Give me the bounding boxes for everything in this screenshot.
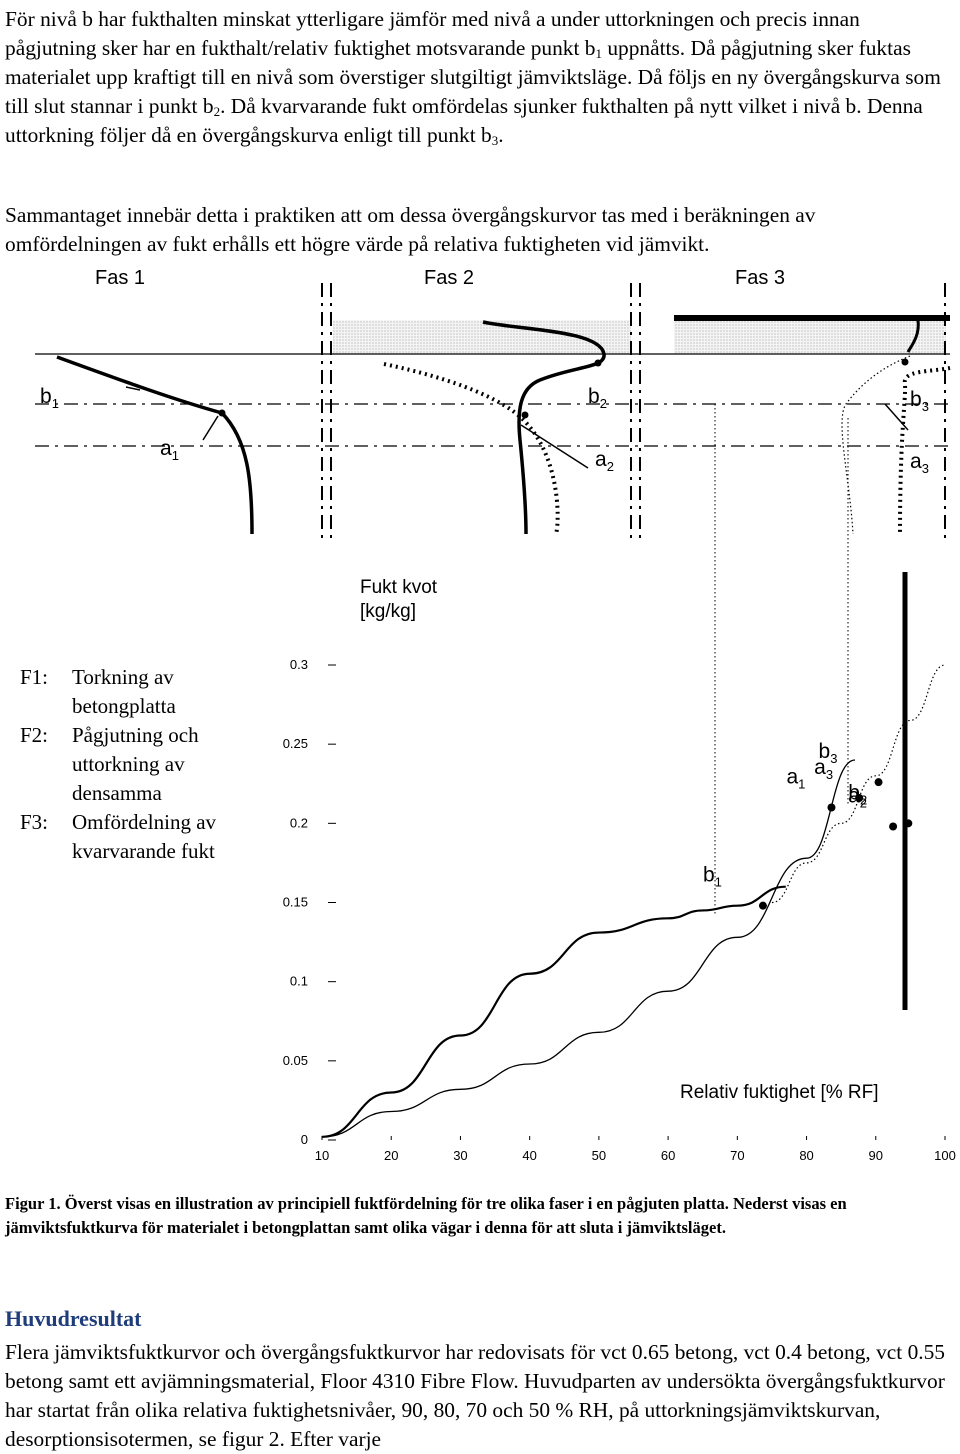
x-ticks: 10 20 30 40 50 60 70 80 90 100 xyxy=(315,1136,956,1163)
y-tick-label: 0 xyxy=(301,1132,308,1147)
subscript: 3 xyxy=(491,133,499,148)
legend-code: F2: xyxy=(20,723,48,747)
data-point xyxy=(758,901,767,910)
point-label-b3: b3 xyxy=(910,388,929,414)
section-title: Huvudresultat xyxy=(5,1306,142,1331)
chart-series xyxy=(321,664,946,1138)
section-text: Flera jämviktsfuktkurvor och övergångsfu… xyxy=(5,1340,945,1451)
x-tick-label: 60 xyxy=(661,1148,675,1163)
topping-layer xyxy=(674,320,946,354)
x-tick-label: 40 xyxy=(522,1148,536,1163)
marker-label: a2 xyxy=(848,785,867,811)
x-tick-label: 100 xyxy=(934,1148,956,1163)
text-run: uppnåtts. Då pågjutning sker fuktas mate… xyxy=(5,36,941,118)
y-ticks: 0 0.05 0.1 0.15 0.2 0.25 0.3 xyxy=(283,657,336,1147)
legend-line: Torkning av xyxy=(72,665,174,689)
legend-line: kvarvarande fukt xyxy=(72,839,215,863)
legend-code: F1: xyxy=(20,665,48,689)
data-point xyxy=(855,794,864,802)
label-leader xyxy=(125,386,141,391)
y-axis-label: [kg/kg] xyxy=(360,601,416,622)
marker-label: b2 xyxy=(848,781,867,807)
series-line xyxy=(321,759,856,1138)
phase-illustration: Fas 1 Fas 2 Fas 3 b1 a1 b2 a2 xyxy=(35,267,951,540)
x-tick-label: 20 xyxy=(384,1148,398,1163)
point-label-a3: a3 xyxy=(910,450,929,476)
series-line xyxy=(771,664,946,904)
y-tick-label: 0.1 xyxy=(290,974,308,989)
x-axis-label: Relativ fuktighet [% RF] xyxy=(680,1082,879,1103)
x-tick-label: 10 xyxy=(315,1148,329,1163)
data-point xyxy=(874,778,883,787)
point-label-a1: a1 xyxy=(160,437,179,463)
data-point xyxy=(827,803,836,812)
y-tick-label: 0.15 xyxy=(283,895,308,910)
legend-line: betongplatta xyxy=(72,694,176,718)
x-tick-label: 90 xyxy=(869,1148,883,1163)
sorption-chart: Fukt kvot [kg/kg] Relativ fuktighet [% R… xyxy=(283,572,956,1163)
point-marker xyxy=(901,358,909,366)
subscript: 2 xyxy=(213,104,221,119)
point-label-a2: a2 xyxy=(595,448,614,474)
marker-label: b3 xyxy=(819,740,838,766)
summary-paragraph: Sammantaget innebär detta i praktiken at… xyxy=(5,203,816,256)
data-point xyxy=(889,822,898,831)
y-tick-label: 0.25 xyxy=(283,736,308,751)
marker-label: a1 xyxy=(786,766,805,792)
legend-line: Omfördelning av xyxy=(72,810,217,834)
y-tick-label: 0.3 xyxy=(290,657,308,672)
x-tick-label: 70 xyxy=(730,1148,744,1163)
text-run: . Då kvarvarande fukt omfördelas sjunker… xyxy=(5,94,923,147)
moisture-profile-fas3-fresh xyxy=(898,366,951,535)
point-marker xyxy=(218,409,226,417)
y-tick-label: 0.2 xyxy=(290,815,308,830)
text-run: För nivå b har fukthalten minskat ytterl… xyxy=(5,7,860,60)
phase-title: Fas 3 xyxy=(735,267,785,289)
label-leader xyxy=(520,424,589,469)
phase-title: Fas 2 xyxy=(424,267,474,289)
x-tick-label: 30 xyxy=(453,1148,467,1163)
marker-label: b1 xyxy=(703,864,722,890)
moisture-profile-fas2-initial xyxy=(383,362,560,535)
label-leader xyxy=(202,415,219,441)
intro-paragraph: För nivå b har fukthalten minskat ytterl… xyxy=(5,5,955,150)
point-label-b1: b1 xyxy=(40,385,59,411)
point-label-b2: b2 xyxy=(588,385,607,411)
point-marker xyxy=(521,411,529,419)
figure-caption: Figur 1. Överst visas en illustration av… xyxy=(5,1194,847,1237)
text-run: . xyxy=(498,123,504,147)
moisture-profile-fas3-final xyxy=(906,319,920,353)
label-leader xyxy=(884,403,909,431)
legend-line: densamma xyxy=(72,781,162,805)
marker-label: a3 xyxy=(814,756,833,782)
data-point xyxy=(904,819,913,828)
series-line xyxy=(321,885,786,1138)
y-axis-label: Fukt kvot xyxy=(360,577,438,598)
point-marker xyxy=(594,359,602,367)
subscript: 1 xyxy=(595,46,602,61)
legend-line: Pågjutning och xyxy=(72,723,199,747)
phase-title: Fas 1 xyxy=(95,267,145,289)
x-tick-label: 50 xyxy=(592,1148,606,1163)
legend-line: uttorkning av xyxy=(72,752,185,776)
y-tick-label: 0.05 xyxy=(283,1053,308,1068)
x-tick-label: 80 xyxy=(799,1148,813,1163)
topping-layer xyxy=(333,320,631,354)
phase-legend: F1: Torkning av betongplatta F2: Pågjutn… xyxy=(20,665,217,863)
moisture-profile-fas2-final xyxy=(482,320,606,535)
legend-code: F3: xyxy=(20,810,48,834)
moisture-profile-fas3-dotted xyxy=(841,355,911,535)
